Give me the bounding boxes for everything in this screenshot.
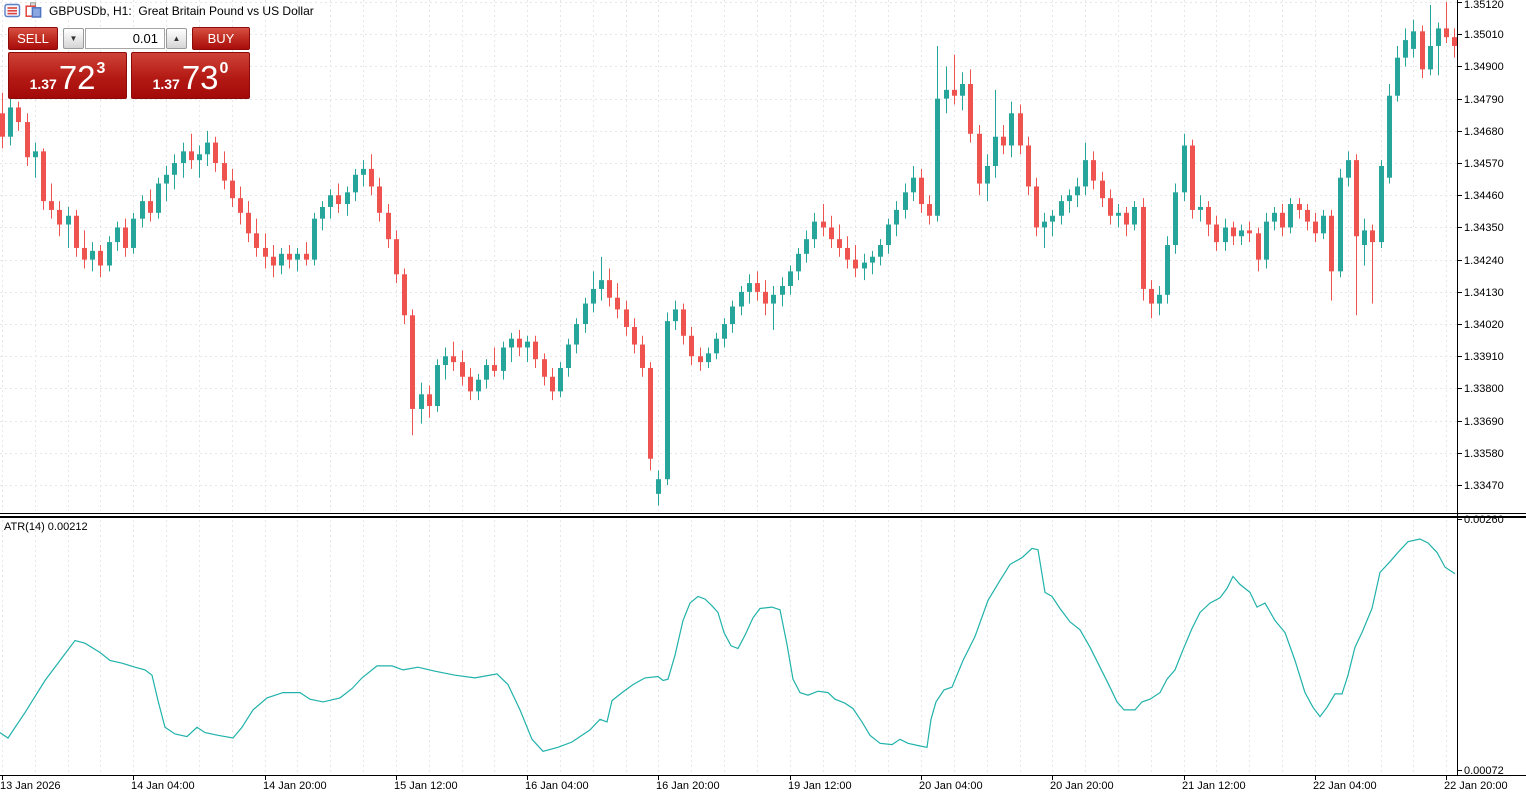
volume-input[interactable] (85, 28, 165, 49)
sell-price-big: 72 (58, 59, 96, 96)
buy-price-button[interactable]: 1.37 73 0 (131, 52, 250, 99)
chart-title: GBPUSDb, H1: Great Britain Pound vs US D… (49, 3, 314, 18)
sell-price-prefix: 1.37 (29, 76, 57, 92)
buy-price-sup: 0 (219, 60, 229, 77)
quote-tiles: 1.37 72 3 1.37 73 0 (8, 52, 250, 99)
chart-window-icon (25, 2, 42, 19)
volume-decrease-button[interactable]: ▼ (63, 28, 84, 49)
sell-price-sup: 3 (96, 60, 106, 77)
market-watch-icon (4, 2, 21, 19)
sell-price-button[interactable]: 1.37 72 3 (8, 52, 127, 99)
buy-price-prefix: 1.37 (152, 76, 180, 92)
volume-increase-button[interactable]: ▲ (166, 28, 187, 49)
buy-button[interactable]: BUY (192, 27, 250, 50)
chart-header: GBPUSDb, H1: Great Britain Pound vs US D… (4, 2, 314, 19)
indicator-label: ATR(14) 0.00212 (4, 521, 88, 533)
sell-button[interactable]: SELL (8, 27, 58, 50)
buy-price-big: 73 (181, 59, 219, 96)
one-click-trading-panel: SELL ▼ ▲ BUY (8, 27, 250, 50)
